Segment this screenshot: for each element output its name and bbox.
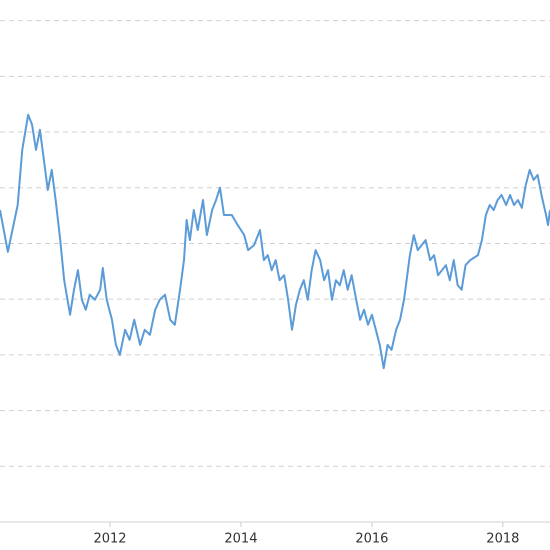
x-tick-label: 2012 bbox=[93, 532, 126, 547]
x-tick-label: 2014 bbox=[224, 532, 257, 547]
x-tick-label: 2016 bbox=[355, 532, 388, 547]
x-tick-label: 2018 bbox=[486, 532, 519, 547]
data-line bbox=[0, 113, 550, 370]
